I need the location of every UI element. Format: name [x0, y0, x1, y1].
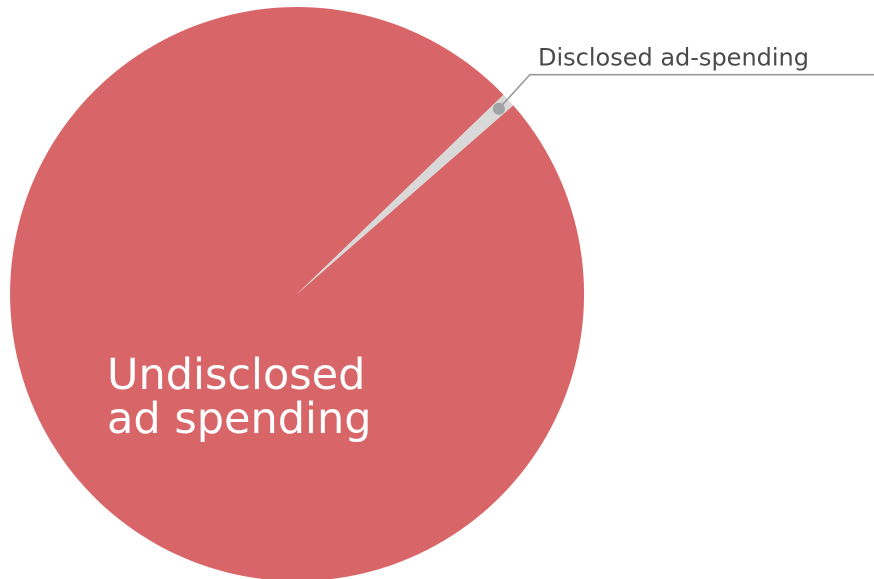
callout-dot — [492, 102, 505, 115]
slice-label-line-1: Undisclosed — [107, 350, 365, 400]
slice-label-undisclosed: Undisclosed ad spending — [107, 350, 379, 444]
callout-label-disclosed: Disclosed ad-spending — [538, 44, 809, 72]
pie-slices — [10, 7, 584, 579]
slice-label-line-2: ad spending — [107, 394, 372, 444]
callout-leader-line — [498, 73, 874, 110]
pie-slice-undisclosed — [10, 7, 584, 579]
pie-slice-disclosed — [297, 94, 514, 295]
callout: Disclosed ad-spending — [492, 44, 874, 115]
